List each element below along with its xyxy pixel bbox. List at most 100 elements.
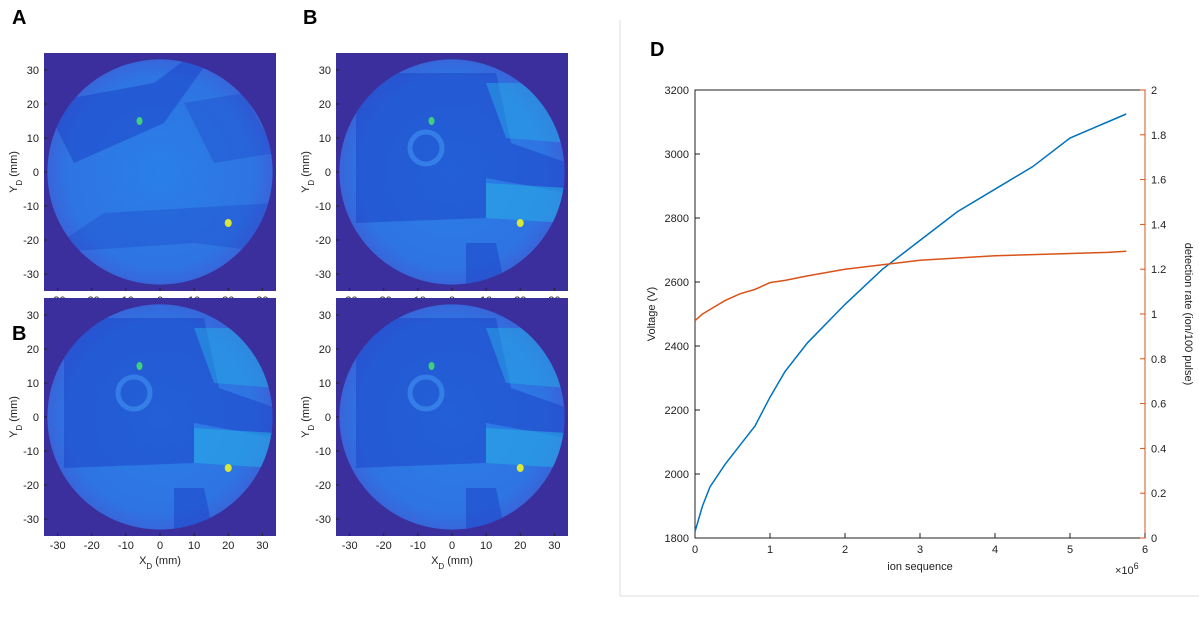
axis-label-main: Y (8, 430, 20, 438)
y2-tick-label: 1 (1151, 309, 1157, 321)
y2-tick-label: 0 (1151, 533, 1157, 545)
x-tick-label: 30 (548, 540, 560, 552)
y-tick-label: -20 (23, 480, 39, 492)
y-axis-label: Voltage (V) (646, 287, 658, 341)
y2-tick-label: 1.6 (1151, 175, 1166, 187)
y-tick-label: 30 (27, 65, 39, 77)
y-tick-label: 0 (325, 412, 331, 424)
axis-label-main: Y (300, 430, 312, 438)
hot-spot (224, 219, 232, 227)
y-tick-label: -30 (315, 514, 331, 526)
hot-spot (516, 464, 524, 472)
detector-image (47, 304, 273, 530)
y-tick-label: 20 (27, 344, 39, 356)
y-tick-label: -20 (23, 235, 39, 247)
y-tick-label: 0 (325, 167, 331, 179)
y-tick-label: 2000 (665, 469, 689, 481)
y-tick-label: -20 (315, 480, 331, 492)
axis-label-subscript: D (146, 562, 152, 571)
y-tick-label: 0 (33, 167, 39, 179)
x-tick-label: 2 (842, 544, 848, 556)
shadow (184, 93, 273, 163)
x-tick-label: -10 (410, 540, 426, 552)
series-line (694, 113, 1127, 532)
axis-label-unit: (mm) (152, 555, 181, 567)
y-tick-label: 20 (319, 99, 331, 111)
axis-label-subscript: D (438, 562, 444, 571)
y-tick-label: -30 (23, 269, 39, 281)
axis-label: XD (mm) (139, 555, 181, 571)
ring (115, 374, 153, 412)
axis-label: YD (mm) (8, 151, 24, 193)
x-tick-label: -20 (376, 540, 392, 552)
x-tick-label: 20 (514, 540, 526, 552)
shadow (356, 73, 565, 223)
axis-label: YD (mm) (300, 396, 316, 438)
axis-label-subscript: D (15, 180, 24, 186)
y-tick-label: 1800 (665, 533, 689, 545)
axis-label: XD (mm) (431, 555, 473, 571)
x-tick-label: -10 (118, 540, 134, 552)
axis-label-subscript: D (307, 425, 316, 431)
y-tick-label: 10 (319, 133, 331, 145)
bright (194, 428, 273, 468)
shadow (47, 59, 214, 163)
x-tick-label: 5 (1067, 544, 1073, 556)
y-tick-label: -30 (315, 269, 331, 281)
plot-frame (694, 89, 1146, 539)
y2-tick-label: 1.8 (1151, 130, 1166, 142)
y2-tick-label: 0.8 (1151, 354, 1166, 366)
axis-label-unit: (mm) (8, 151, 20, 180)
x-tick-label: 30 (256, 540, 268, 552)
x-tick-label: -30 (50, 540, 66, 552)
x-tick-label: 20 (222, 540, 234, 552)
y2-axis-label: detection rate (ion/100 pulse) (1182, 243, 1194, 385)
shadow (47, 203, 273, 253)
axis-label-main: X (139, 555, 147, 567)
hot-spot (136, 362, 143, 370)
x-scale-base: ×10 (1115, 565, 1134, 577)
x-axis-label: ion sequence (887, 561, 952, 573)
y2-tick-label: 0.6 (1151, 399, 1166, 411)
x-tick-label: 3 (917, 544, 923, 556)
x-tick-label: 0 (449, 540, 455, 552)
axis-label-main: Y (8, 185, 20, 193)
x-tick-label: 4 (992, 544, 998, 556)
y-tick-label: 2400 (665, 341, 689, 353)
panel-label: B (12, 323, 26, 345)
y2-tick-label: 1.4 (1151, 219, 1166, 231)
hot-spot (428, 117, 435, 125)
y-tick-label: -10 (23, 201, 39, 213)
axis-label-main: X (431, 555, 439, 567)
detector-image (47, 59, 273, 285)
detector-image (339, 59, 565, 285)
axis-label-subscript: D (15, 425, 24, 431)
y2-tick-label: 1.2 (1151, 264, 1166, 276)
y-tick-label: 2200 (665, 405, 689, 417)
hot-spot (428, 362, 435, 370)
y-tick-label: 3000 (665, 149, 689, 161)
x-scale-multiplier: ×106 (1115, 561, 1139, 577)
y-tick-label: 10 (27, 133, 39, 145)
y-tick-label: 20 (27, 99, 39, 111)
axis-label-subscript: D (307, 180, 316, 186)
axis-label-unit: (mm) (300, 151, 312, 180)
y-tick-label: 2800 (665, 213, 689, 225)
x-tick-label: 10 (480, 540, 492, 552)
y-tick-label: -30 (23, 514, 39, 526)
y-tick-label: 30 (319, 310, 331, 322)
shadow (356, 318, 565, 468)
x-tick-label: 6 (1142, 544, 1148, 556)
ring (407, 129, 445, 167)
x-tick-label: 0 (692, 544, 698, 556)
axis-label: YD (mm) (300, 151, 316, 193)
y-tick-label: 20 (319, 344, 331, 356)
axis-label-unit: (mm) (444, 555, 473, 567)
bright (486, 428, 565, 468)
series-line (694, 250, 1127, 322)
panel-label: B (303, 7, 317, 29)
x-tick-label: 1 (767, 544, 773, 556)
y-tick-label: 0 (33, 412, 39, 424)
